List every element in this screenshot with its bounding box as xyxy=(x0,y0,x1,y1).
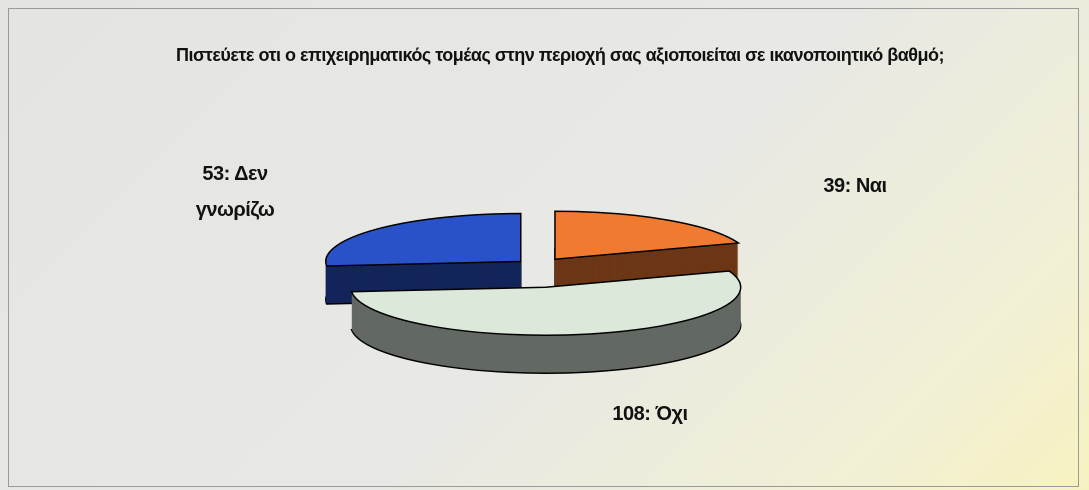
chart-title: Πιστεύετε οτι ο επιχειρηματικός τομέας σ… xyxy=(175,45,945,65)
slice-label: 39: Ναι xyxy=(823,175,887,197)
pie-slice xyxy=(554,210,741,299)
slice-label: 53: Δεν γνωρίζω xyxy=(195,163,275,221)
slice-label: 108: Όχι xyxy=(612,403,688,425)
chart-frame xyxy=(8,8,1079,487)
slice-top xyxy=(325,212,522,267)
slice-top xyxy=(554,210,741,261)
slice-top xyxy=(350,270,742,336)
pie-slice xyxy=(350,270,742,374)
